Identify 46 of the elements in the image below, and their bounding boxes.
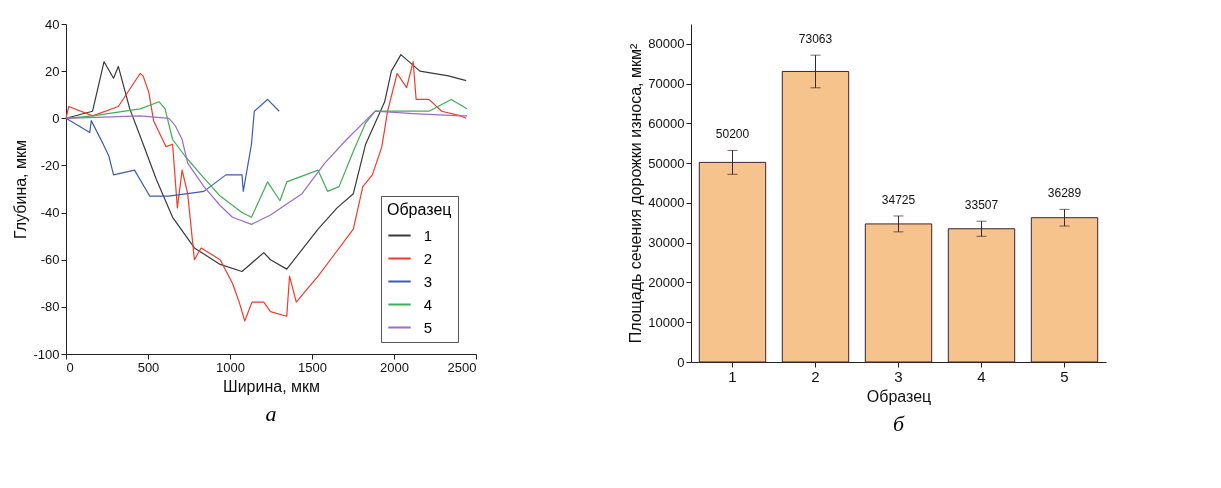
x-tick-label: 3: [894, 367, 903, 385]
x-tick-label: 1500: [298, 359, 327, 375]
x-tick-label: 5: [1060, 367, 1069, 385]
x-tick-label: 1: [728, 367, 737, 385]
x-tick-label: 2500: [447, 359, 477, 375]
legend-title: Образец: [387, 201, 452, 218]
x-tick-label: 1000: [216, 359, 245, 375]
y-tick-label: 10000: [648, 314, 685, 330]
y-tick-label: 60000: [648, 115, 685, 131]
y-axis-title: Площадь сечения дорожки износа, мкм²: [627, 43, 645, 344]
y-tick-label: 30000: [648, 235, 685, 251]
line-series: [65, 61, 467, 322]
data-label: 36289: [1047, 186, 1082, 201]
x-axis-title: Ширина, мкм: [222, 377, 321, 395]
line-series: [65, 98, 280, 197]
x-tick-label: 500: [137, 359, 160, 375]
y-axis-title: Глубина, мкм: [12, 139, 30, 240]
data-label: 33507: [964, 198, 999, 213]
legend-label: 1: [423, 226, 432, 244]
y-tick-label: 50000: [648, 155, 685, 171]
data-label: 73063: [798, 32, 833, 47]
data-label: 34725: [881, 192, 916, 207]
y-tick-label: -20: [40, 157, 60, 173]
text: б: [892, 411, 905, 436]
y-tick-label: 40: [45, 16, 60, 32]
y-tick-label: -100: [33, 346, 60, 362]
y-tick-label: 40000: [648, 195, 685, 211]
x-tick-label: 2: [811, 367, 820, 385]
y-tick-label: -80: [40, 299, 60, 315]
y-tick-label: -60: [40, 252, 60, 268]
y-tick-label: 20000: [648, 274, 685, 290]
x-tick-label: 4: [977, 367, 986, 385]
y-tick-label: 0: [52, 110, 60, 126]
y-tick-label: 80000: [648, 36, 685, 52]
legend-label: 2: [423, 249, 432, 267]
data-label: 50200: [715, 127, 750, 142]
legend-label: 5: [423, 318, 432, 336]
legend-label: 4: [423, 295, 432, 313]
x-tick-label: 0: [66, 359, 74, 375]
y-tick-label: -40: [40, 205, 60, 221]
x-axis-title: Образец: [866, 387, 932, 405]
x-tick-label: 2000: [380, 359, 409, 375]
y-tick-label: 70000: [648, 76, 685, 92]
legend-label: 3: [423, 272, 432, 290]
text: а: [265, 401, 277, 426]
y-tick-label: 20: [45, 63, 60, 79]
